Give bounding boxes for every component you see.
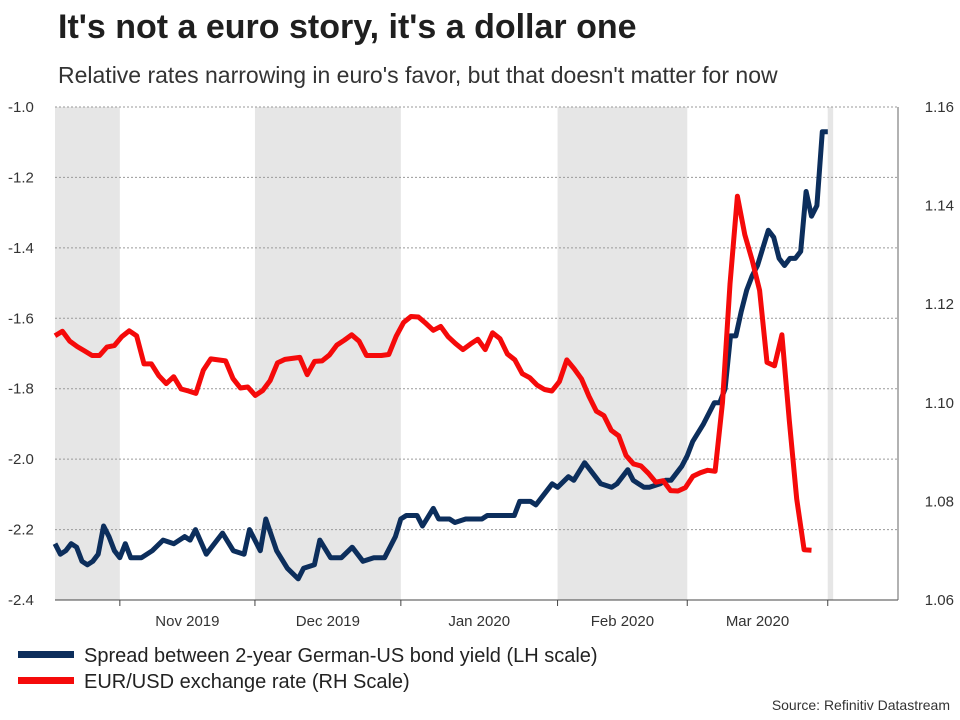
y-left-tick-label-7: -2.4 (8, 592, 34, 609)
y-left-tick-label-2: -1.4 (8, 240, 34, 257)
y-right-tick-label-3: 1.10 (925, 395, 954, 412)
x-tick-label-0: Nov 2019 (155, 613, 219, 630)
y-left-tick-label-6: -2.2 (8, 522, 34, 539)
y-right-tick-label-5: 1.06 (925, 592, 954, 609)
series-line-1 (53, 193, 812, 553)
x-tick-label-3: Feb 2020 (591, 613, 654, 630)
x-tick-label-1: Dec 2019 (296, 613, 360, 630)
legend-label-eurusd: EUR/USD exchange rate (RH Scale) (84, 671, 410, 693)
y-left-tick-label-3: -1.6 (8, 310, 34, 327)
legend-item-spread: Spread between 2-year German-US bond yie… (18, 645, 918, 671)
chart-title: It's not a euro story, it's a dollar one (58, 8, 637, 46)
legend-swatch-spread (18, 651, 74, 659)
y-right-tick-label-0: 1.16 (925, 99, 954, 116)
legend-label-spread: Spread between 2-year German-US bond yie… (84, 645, 598, 667)
chart-subtitle: Relative rates narrowing in euro's favor… (58, 62, 778, 88)
y-left-tick-label-0: -1.0 (8, 99, 34, 116)
shaded-period-3 (827, 107, 834, 600)
x-tick-label-4: Mar 2020 (726, 613, 789, 630)
y-left-tick-label-1: -1.2 (8, 169, 34, 186)
legend-swatch-eurusd (18, 677, 74, 685)
y-right-tick-label-4: 1.08 (925, 493, 954, 510)
series-line-0 (52, 129, 828, 582)
shaded-period-2 (557, 107, 688, 600)
legend-item-eurusd: EUR/USD exchange rate (RH Scale) (18, 671, 918, 697)
x-tick-label-2: Jan 2020 (448, 613, 510, 630)
y-left-tick-label-5: -2.0 (8, 451, 34, 468)
source-note: Source: Refinitiv Datastream (771, 697, 950, 713)
y-right-tick-label-1: 1.14 (925, 198, 954, 215)
y-right-tick-label-2: 1.12 (925, 296, 954, 313)
y-left-tick-label-4: -1.8 (8, 381, 34, 398)
